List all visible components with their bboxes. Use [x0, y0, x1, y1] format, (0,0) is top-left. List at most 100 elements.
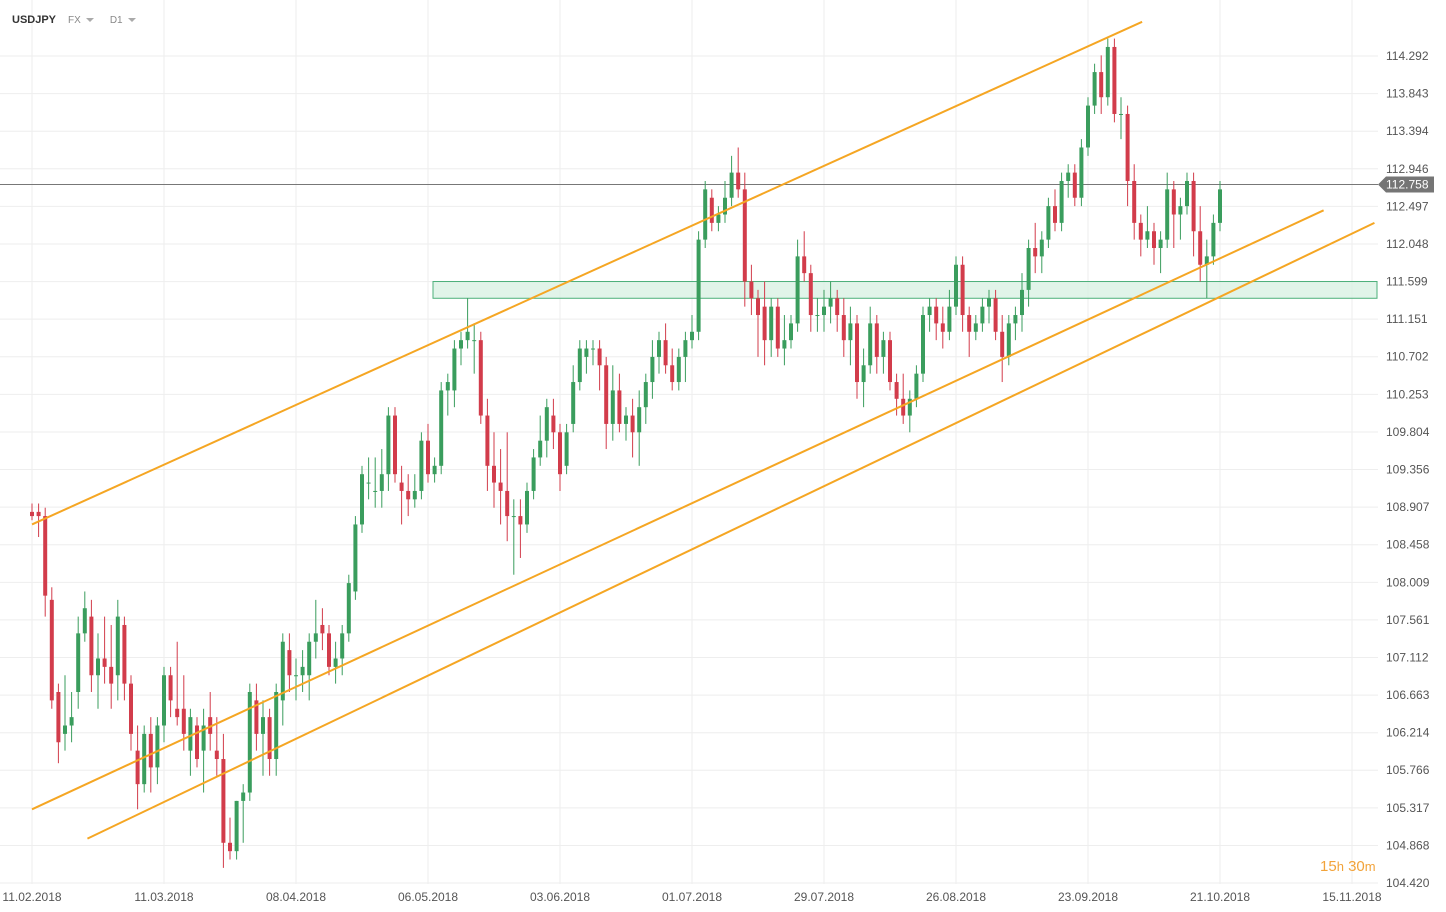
candle-body	[307, 641, 312, 676]
y-tick-label: 107.112	[1386, 650, 1429, 664]
candle-body	[208, 717, 213, 734]
candle-body	[835, 298, 840, 316]
candle-body	[637, 407, 642, 433]
x-tick-label: 23.09.2018	[1058, 890, 1118, 904]
candle-body	[1218, 189, 1222, 223]
y-axis: 114.292 113.843 113.394 112.946 112.497 112.0…	[1386, 49, 1430, 890]
candle-body	[657, 340, 661, 357]
candle-body	[459, 340, 463, 349]
countdown-minutes: 30	[1348, 858, 1365, 875]
candle-body	[36, 511, 41, 517]
candle-body	[49, 599, 54, 701]
candle-body	[168, 675, 173, 701]
candle-body	[511, 516, 516, 518]
timeframe-label: D1	[109, 14, 123, 26]
market-dropdown[interactable]: FX	[68, 15, 94, 26]
candle-body	[617, 390, 622, 424]
candle-body	[723, 197, 727, 215]
candle-body	[142, 733, 147, 785]
y-tick-label: 111.151	[1386, 312, 1428, 326]
candle-body	[445, 382, 450, 391]
x-tick-label: 15.11.2018	[1322, 890, 1381, 904]
candle-body	[313, 633, 318, 642]
candle-body	[914, 373, 919, 399]
candle-body	[551, 415, 556, 433]
candle-body	[630, 415, 635, 433]
y-tick-label: 110.702	[1386, 350, 1429, 364]
chevron-down-icon	[85, 18, 94, 22]
candle-body	[1158, 239, 1163, 249]
candle-body	[373, 490, 378, 492]
candle-body	[274, 691, 279, 760]
candle-body	[749, 281, 754, 299]
candle-body	[577, 348, 582, 383]
y-tick-label: 106.663	[1386, 688, 1430, 702]
x-axis: 11.02.2018 11.03.2018 08.04.2018 06.05.2018…	[2, 890, 1381, 904]
candle-body	[148, 733, 153, 768]
candle-body	[115, 616, 120, 676]
candle-body	[855, 323, 859, 383]
candle-body	[294, 675, 298, 677]
candle-body	[439, 390, 444, 466]
candle-body	[828, 298, 833, 307]
candle-body	[690, 331, 694, 341]
candle-body	[1105, 46, 1110, 98]
candle-body	[89, 616, 94, 676]
candle-body	[1099, 72, 1104, 98]
y-tick-label: 106.214	[1386, 726, 1430, 740]
candle-body	[247, 691, 252, 793]
candle-body	[1079, 147, 1084, 198]
countdown-hours-unit: h	[1336, 859, 1344, 874]
candle-body	[947, 306, 952, 332]
candle-body	[63, 725, 67, 734]
candle-body	[1211, 222, 1216, 257]
candle-body	[1119, 113, 1123, 115]
y-tick-label: 109.356	[1386, 463, 1430, 477]
candle-body	[940, 323, 945, 332]
trendline-channel-bottom-outer	[87, 221, 1375, 840]
candle-body	[261, 717, 265, 734]
candle-body	[584, 348, 589, 357]
candle-body	[1066, 172, 1071, 181]
candle-body	[96, 658, 100, 676]
x-tick-label: 11.03.2018	[134, 890, 193, 904]
candle-body	[848, 323, 853, 341]
candle-body	[201, 725, 206, 751]
candle-body	[782, 340, 787, 349]
candle-body	[287, 650, 292, 676]
candle-body	[221, 759, 226, 843]
candle-body	[881, 340, 886, 357]
candle-body	[485, 415, 490, 466]
candle-body	[650, 356, 655, 383]
candle-body	[1165, 189, 1170, 240]
candle-body	[868, 323, 873, 366]
candle-body	[1145, 231, 1150, 240]
x-tick-label: 08.04.2018	[266, 890, 326, 904]
candle-body	[399, 482, 404, 491]
y-tick-label: 104.420	[1386, 876, 1430, 890]
candle-body	[181, 708, 186, 734]
x-tick-label: 11.02.2018	[2, 890, 61, 904]
candle-body	[1020, 289, 1024, 316]
candle-body	[320, 624, 325, 634]
y-tick-label: 107.561	[1386, 613, 1430, 627]
last-price-badge-layer: 112.758	[1378, 176, 1434, 193]
candle-body	[808, 273, 813, 316]
candle-body	[1092, 72, 1097, 106]
candle-body	[1059, 180, 1064, 223]
candle-body	[980, 306, 985, 324]
candle-body	[518, 516, 523, 525]
candle-body	[353, 524, 358, 592]
x-tick-label: 26.08.2018	[926, 890, 986, 904]
candle-body	[175, 708, 180, 718]
market-label: FX	[68, 14, 81, 26]
candle-body	[934, 306, 939, 324]
candle-body	[386, 415, 391, 475]
candle-body	[1191, 180, 1196, 232]
timeframe-dropdown[interactable]: D1	[110, 15, 136, 26]
candle-body	[1198, 231, 1203, 265]
candle-body	[366, 482, 371, 484]
candle-body	[1171, 189, 1176, 215]
